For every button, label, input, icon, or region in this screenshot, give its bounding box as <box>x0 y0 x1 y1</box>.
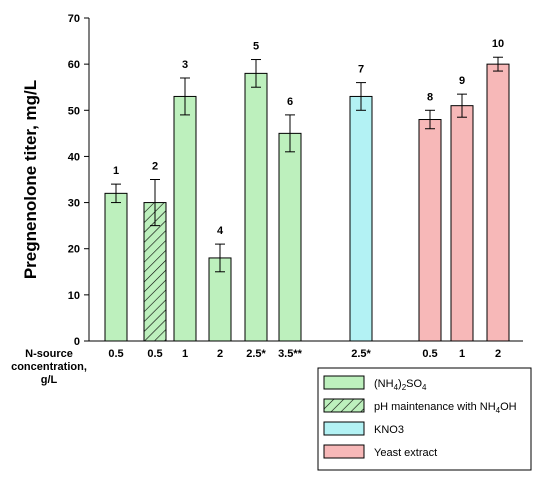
x-tick-label: 0.5 <box>147 348 162 360</box>
x-tick-label: 1 <box>459 348 465 360</box>
bars: 1 0.5 2 0.5 3 1 4 2 5 2.5* 6 3.5** 7 2.5* 8 0.5 9 1 10 2 <box>104 38 510 360</box>
x-tick-label: 1 <box>182 348 188 360</box>
bar <box>418 119 442 342</box>
x-tick-label: 0.5 <box>108 348 123 360</box>
bar <box>278 132 302 342</box>
y-tick-label: 10 <box>68 290 80 302</box>
x-tick-label: 2 <box>217 348 223 360</box>
legend: (NH4)2SO4 pH maintenance with NH4OH KNO3 Ye… <box>317 367 532 471</box>
x-row-label: concentration, <box>11 361 87 373</box>
x-tick-label: 2.5* <box>246 348 266 360</box>
legend-swatch <box>323 375 365 390</box>
bar-number-label: 10 <box>492 38 504 50</box>
bar-number-label: 9 <box>459 75 465 87</box>
y-tick-label: 70 <box>68 13 80 25</box>
bar-number-label: 4 <box>217 225 224 237</box>
y-tick-label: 40 <box>68 151 80 163</box>
x-row-label: N-source <box>25 348 73 360</box>
bar-number-label: 2 <box>152 161 158 173</box>
bar <box>486 63 510 342</box>
bar <box>173 95 197 342</box>
legend-swatch <box>323 421 365 436</box>
x-row-label: g/L <box>41 374 58 386</box>
y-axis-title: Pregnenolone titer, mg/L <box>21 80 40 279</box>
y-tick-label: 20 <box>68 244 80 256</box>
y-tick-label: 60 <box>68 59 80 71</box>
bar <box>349 95 373 342</box>
bar-number-label: 5 <box>253 41 259 53</box>
x-tick-label: 2 <box>495 348 501 360</box>
legend-label: KNO3 <box>374 424 404 436</box>
y-tick-label: 30 <box>68 198 80 210</box>
legend-label: (NH4)2SO4 <box>374 378 427 392</box>
y-tick-label: 0 <box>74 336 80 348</box>
x-tick-label: 2.5* <box>351 348 371 360</box>
bar <box>244 72 268 342</box>
y-tick-label: 50 <box>68 105 80 117</box>
bar-number-label: 3 <box>182 59 188 71</box>
bar-number-label: 1 <box>113 165 119 177</box>
legend-label: pH maintenance with NH4OH <box>374 401 517 415</box>
x-tick-label: 0.5 <box>422 348 437 360</box>
axes: 0 10 20 30 40 50 60 70 Pregnenolone titer, mg/L N… <box>11 13 523 386</box>
legend-label: Yeast extract <box>374 447 437 459</box>
bar <box>104 192 128 342</box>
bar <box>450 105 474 342</box>
bar-number-label: 8 <box>427 91 433 103</box>
bar-number-label: 6 <box>287 96 293 108</box>
legend-swatch <box>323 444 365 459</box>
legend-swatch <box>323 398 365 413</box>
x-tick-label: 3.5** <box>278 348 303 360</box>
bar-number-label: 7 <box>358 64 364 76</box>
